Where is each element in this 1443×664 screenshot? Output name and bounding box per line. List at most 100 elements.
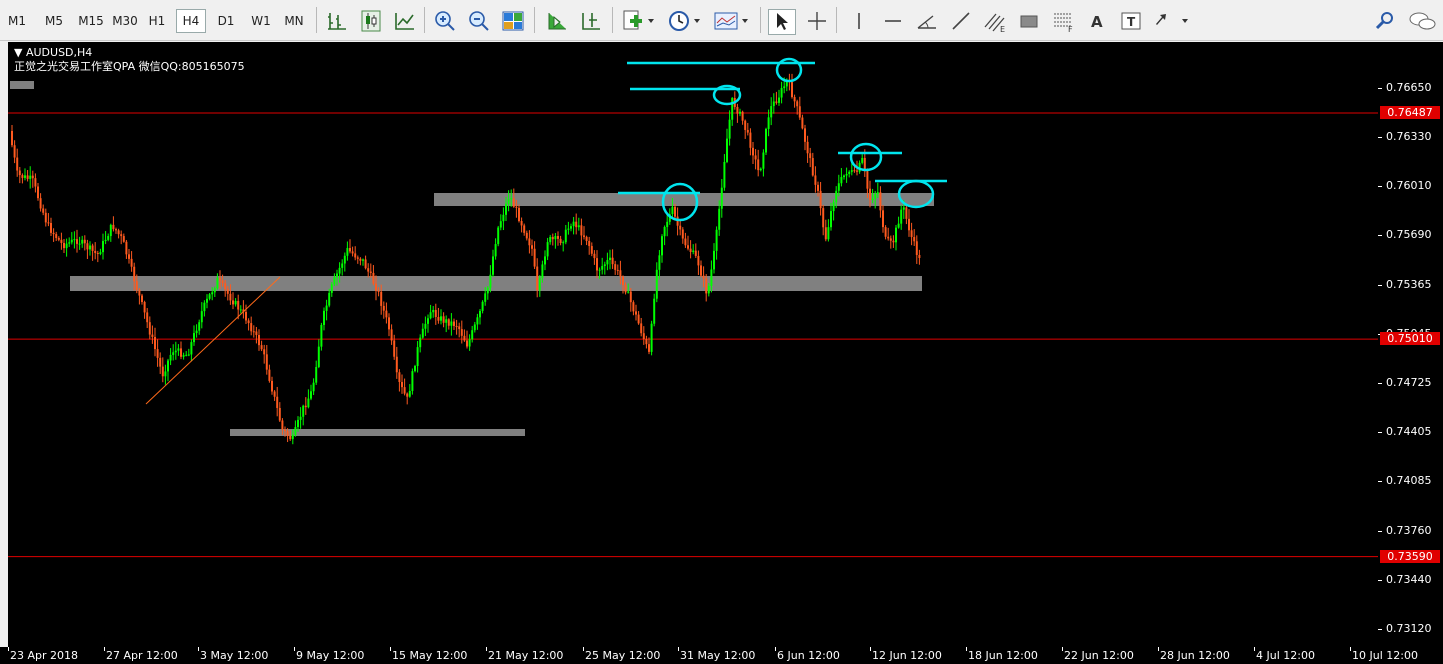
bullish-candle [234, 300, 237, 305]
bearish-candle [401, 381, 403, 388]
bullish-candle [720, 187, 723, 209]
bearish-candle [705, 278, 708, 294]
bullish-candle [429, 312, 432, 319]
timeframe-m15-button[interactable]: M15 [78, 14, 104, 28]
bearish-candle [138, 289, 141, 296]
timeframe-m5-button[interactable]: M5 [45, 14, 63, 28]
bullish-candle [411, 371, 414, 391]
fibonacci-icon[interactable]: F [1050, 9, 1076, 33]
timeframe-m1-button[interactable]: M1 [8, 14, 26, 28]
bullish-candle [658, 255, 661, 270]
chart-header: ▼ AUDUSD,H4 正觉之光交易工作室QPA 微信QQ:805165075 [14, 46, 245, 74]
bullish-candle [346, 248, 349, 256]
templates-icon[interactable] [712, 9, 752, 33]
line-chart-icon[interactable] [392, 9, 418, 33]
bar-chart-icon[interactable] [324, 9, 350, 33]
bearish-candle [817, 184, 819, 191]
trendline-icon[interactable] [948, 9, 974, 33]
rectangle-icon[interactable] [1016, 9, 1042, 33]
bullish-candle [299, 416, 302, 420]
vertical-line-icon[interactable] [846, 9, 872, 33]
bullish-candle [310, 391, 312, 399]
time-tick-mark [486, 647, 487, 651]
price-scale[interactable]: 0.76650 0.76330 0.76010 0.75690 0.75365 0.750… [1378, 42, 1443, 647]
time-scale[interactable]: 23 Apr 2018 27 Apr 12:00 3 May 12:00 9 May … [0, 647, 1443, 664]
bullish-candle [323, 310, 325, 325]
indicators-icon[interactable] [620, 9, 656, 33]
bearish-candle [273, 391, 276, 397]
bullish-candle [497, 227, 500, 245]
highlight-circle [775, 57, 803, 83]
auto-scroll-icon[interactable] [544, 9, 570, 33]
arrows-icon[interactable] [1152, 9, 1192, 33]
equidistant-channel-icon[interactable]: E [982, 9, 1008, 33]
bearish-candle [125, 241, 128, 255]
price-tick-mark [1378, 186, 1382, 187]
text-label-icon[interactable]: T [1118, 9, 1144, 33]
bullish-candle [213, 288, 216, 293]
chat-icon[interactable] [1406, 9, 1438, 33]
chart-shift-icon[interactable] [578, 9, 604, 33]
price-tick-label: 0.76330 [1386, 130, 1432, 143]
chart-area[interactable] [8, 42, 1378, 647]
bearish-candle [531, 245, 533, 249]
bullish-candle [307, 398, 310, 408]
bullish-candle [601, 266, 604, 270]
bullish-candle [445, 319, 448, 323]
support-resistance-zone [70, 276, 922, 291]
timeframe-w1-button[interactable]: W1 [251, 14, 271, 28]
highlight-circle [849, 142, 883, 172]
time-tick-label: 9 May 12:00 [296, 649, 365, 662]
bullish-candle [315, 366, 318, 383]
periods-clock-icon[interactable] [666, 9, 704, 33]
bullish-candle [723, 161, 726, 188]
bearish-candle [247, 320, 250, 324]
timeframe-h1-button[interactable]: H1 [148, 14, 166, 28]
bearish-candle [616, 269, 619, 271]
symbol-label[interactable]: ▼ AUDUSD,H4 [14, 46, 93, 59]
tile-windows-icon[interactable] [500, 9, 526, 33]
bearish-candle [154, 336, 156, 350]
bearish-candle [380, 291, 383, 306]
bearish-candle [466, 340, 468, 347]
text-icon[interactable]: A [1084, 9, 1110, 33]
candlestick-chart-icon[interactable] [358, 9, 384, 33]
bearish-candle [86, 243, 89, 250]
bullish-candle [432, 309, 435, 313]
collapse-triangle-icon[interactable]: ▼ [14, 46, 26, 59]
timeframe-d1-button[interactable]: D1 [217, 14, 235, 28]
bearish-candle [637, 314, 640, 324]
bearish-candle [349, 248, 351, 252]
bullish-candle [692, 250, 695, 252]
trendline-angle-icon[interactable] [914, 9, 940, 33]
bearish-candle [551, 236, 554, 240]
bullish-candle [333, 277, 336, 285]
timeframe-h4-button[interactable]: H4 [176, 9, 206, 33]
bearish-candle [180, 348, 182, 357]
search-icon[interactable] [1372, 9, 1398, 33]
zoom-out-icon[interactable] [466, 9, 492, 33]
bearish-candle [520, 221, 523, 226]
bullish-candle [481, 301, 484, 311]
bullish-candle [598, 269, 601, 271]
time-tick-label: 12 Jun 12:00 [872, 649, 942, 662]
price-tick-label: 0.73440 [1386, 572, 1432, 586]
crosshair-icon[interactable] [804, 9, 830, 33]
bearish-candle [687, 245, 689, 249]
horizontal-line-icon[interactable] [880, 9, 906, 33]
bearish-candle [390, 329, 393, 341]
bearish-candle [593, 253, 596, 259]
bearish-candle [583, 235, 585, 237]
timeframe-mn-button[interactable]: MN [284, 14, 304, 28]
bullish-candle [902, 207, 905, 210]
bullish-candle [187, 354, 190, 356]
bullish-candle [70, 239, 73, 243]
cursor-icon[interactable] [768, 9, 796, 35]
zoom-in-icon[interactable] [432, 9, 458, 33]
bearish-candle [284, 429, 286, 432]
bullish-candle [414, 365, 416, 372]
bullish-candle [609, 257, 611, 261]
bearish-candle [684, 238, 687, 246]
bullish-candle [780, 88, 783, 98]
timeframe-m30-button[interactable]: M30 [112, 14, 138, 28]
